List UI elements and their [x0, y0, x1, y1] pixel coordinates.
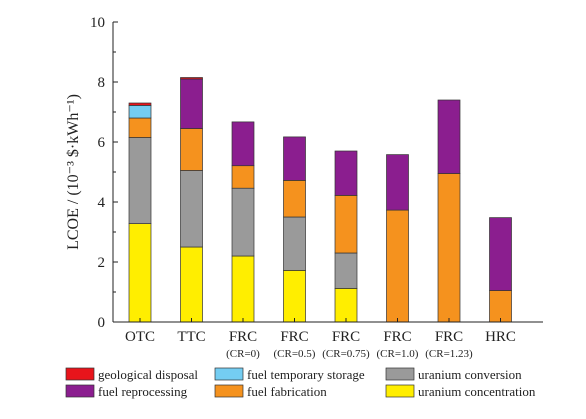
legend-label: fuel temporary storage — [247, 367, 365, 382]
legend-label: geological disposal — [98, 367, 198, 382]
bar-segment-fuel-reprocessing — [437, 99, 461, 174]
bar-segment-fuel-temporary-storage — [128, 105, 152, 119]
y-axis-label: LCOE / (10⁻³ $·kWh⁻¹) — [65, 94, 82, 250]
bar-segment-uranium-conversion — [231, 187, 255, 257]
category-sublabel: (CR=1.0) — [377, 348, 419, 360]
bar-segment-uranium-concentration — [180, 246, 203, 323]
bars-group — [128, 77, 512, 323]
y-tick-label: 0 — [98, 315, 106, 331]
bar-segment-uranium-concentration — [128, 223, 152, 323]
y-tick-label: 6 — [98, 135, 106, 151]
bar-segment-fuel-reprocessing — [283, 136, 306, 181]
legend-label: uranium concentration — [418, 384, 536, 399]
bar-segment-fuel-fabrication — [489, 290, 512, 323]
bar-segment-fuel-reprocessing — [180, 78, 203, 129]
category-label: FRC — [332, 329, 360, 345]
y-tick-label: 4 — [98, 195, 106, 211]
legend-label: uranium conversion — [418, 367, 522, 382]
legend-label: fuel fabrication — [247, 384, 327, 399]
legend-swatch — [65, 384, 95, 398]
category-label: TTC — [177, 329, 205, 345]
y-tick-label: 10 — [90, 15, 105, 31]
category-label: FRC — [435, 329, 463, 345]
bar-segment-fuel-reprocessing — [489, 217, 512, 291]
bar-segment-geological-disposal — [128, 102, 152, 106]
bar-segment-uranium-conversion — [283, 216, 306, 271]
bar-segment-uranium-conversion — [334, 252, 358, 289]
bar-segment-fuel-fabrication — [128, 117, 152, 138]
bar-segment-uranium-concentration — [231, 255, 255, 323]
legend-swatch — [385, 367, 415, 381]
bar-segment-fuel-fabrication — [283, 180, 306, 218]
category-label: FRC — [229, 329, 257, 345]
bar-segment-fuel-fabrication — [334, 195, 358, 254]
axes-group: 0 2 4 6 8 10 LCOE / (10⁻³ $·kWh⁻¹) OTC TTC FRC (CR… — [65, 15, 543, 360]
bar-segment-geological-disposal — [180, 77, 203, 80]
bar-segment-uranium-conversion — [128, 137, 152, 224]
bar-segment-uranium-conversion — [180, 170, 203, 248]
bar-segment-fuel-fabrication — [180, 128, 203, 171]
legend-swatch — [65, 367, 95, 381]
category-sublabel: (CR=0.5) — [274, 348, 316, 360]
category-label: HRC — [485, 329, 516, 345]
bar-segment-fuel-reprocessing — [231, 121, 255, 167]
bar-segment-fuel-fabrication — [437, 173, 461, 323]
legend-swatch — [214, 367, 244, 381]
category-sublabel: (CR=0) — [226, 348, 260, 360]
bar-segment-uranium-concentration — [283, 270, 306, 323]
bar-segment-fuel-reprocessing — [386, 154, 409, 211]
y-tick-label: 8 — [98, 75, 106, 91]
legend: geological disposal fuel temporary storag… — [65, 367, 536, 399]
category-label: FRC — [383, 329, 411, 345]
category-sublabel: (CR=0.75) — [322, 348, 370, 360]
y-tick-label: 2 — [98, 255, 106, 271]
category-sublabel: (CR=1.23) — [425, 348, 473, 360]
category-label: OTC — [125, 329, 155, 345]
category-label: FRC — [280, 329, 308, 345]
legend-swatch — [385, 384, 415, 398]
bar-segment-fuel-fabrication — [386, 209, 409, 323]
bar-segment-fuel-fabrication — [231, 165, 255, 189]
bar-segment-uranium-concentration — [334, 288, 358, 323]
bar-segment-fuel-reprocessing — [334, 150, 358, 196]
legend-label: fuel reprocessing — [98, 384, 188, 399]
legend-swatch — [214, 384, 244, 398]
